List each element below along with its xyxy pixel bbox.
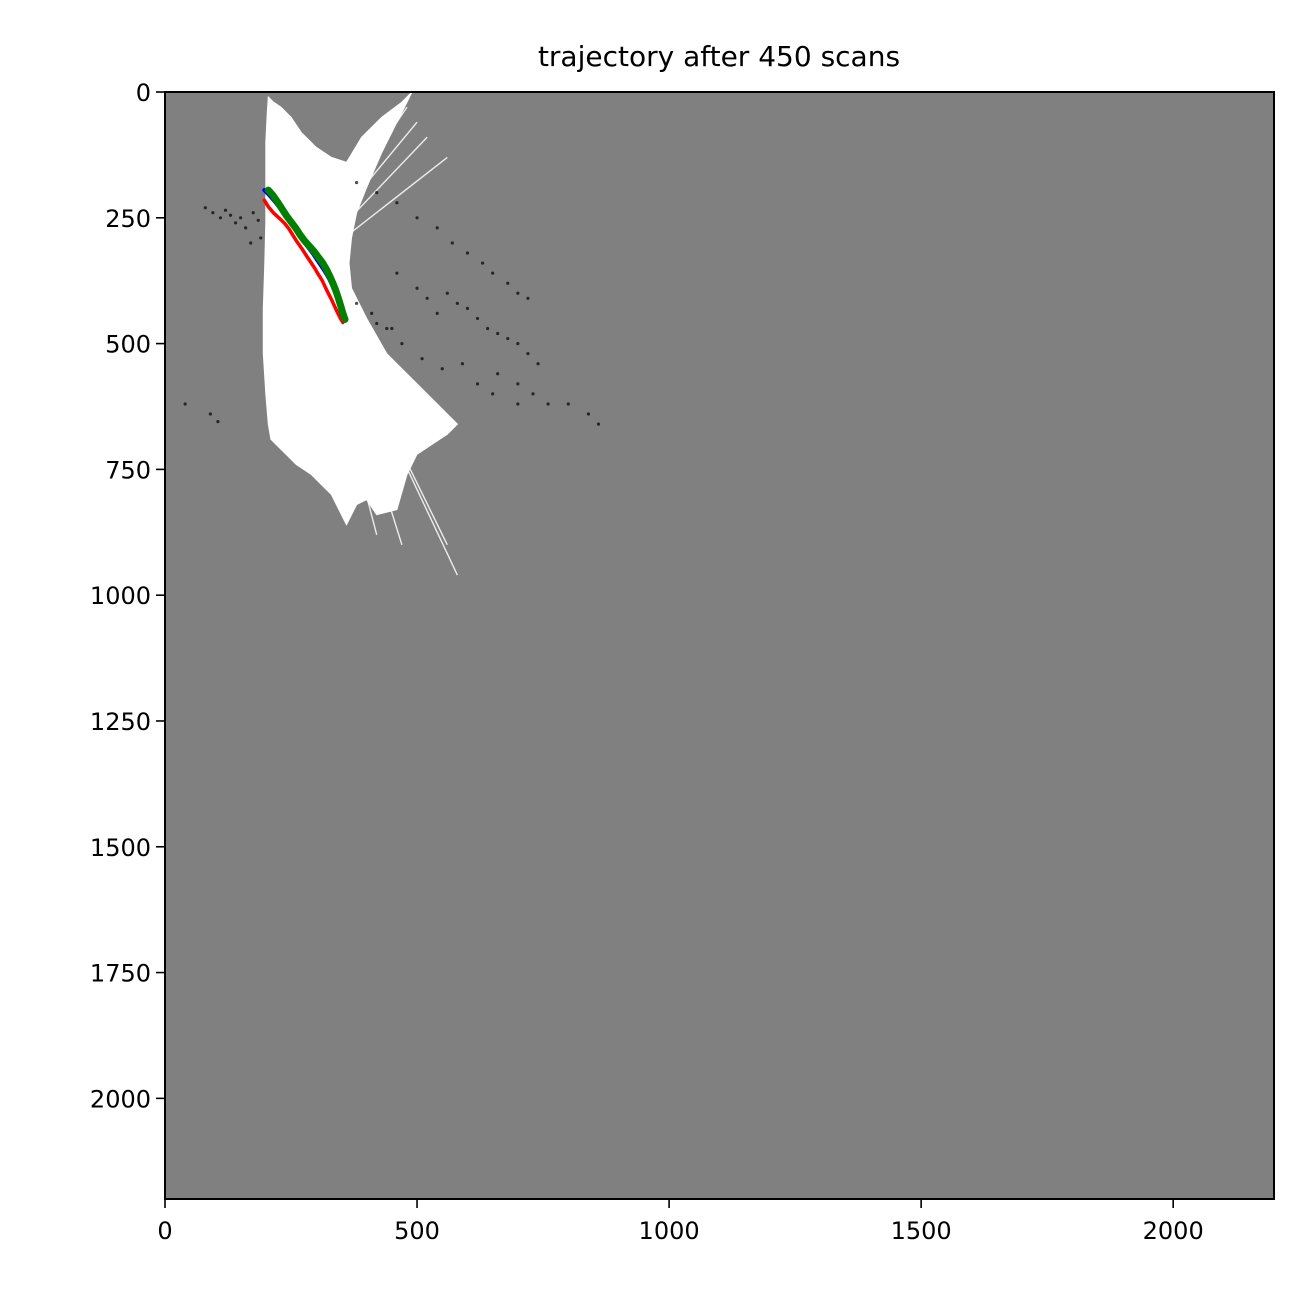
free-space-region: [262, 92, 459, 526]
x-tick-label: 2000: [1143, 1217, 1204, 1245]
x-axis: 0 500 1000 1500 2000: [157, 1199, 1204, 1245]
obstacle-point: [506, 336, 510, 341]
y-tick-label: 1750: [90, 960, 151, 988]
y-tick-label: 0: [136, 79, 151, 107]
obstacle-point: [415, 286, 419, 290]
trajectory-layer: [262, 186, 349, 325]
obstacle-point: [239, 216, 243, 220]
obstacle-point: [440, 367, 444, 371]
obstacle-point: [480, 261, 485, 265]
obstacle-point: [491, 271, 495, 275]
obstacle-point: [370, 311, 374, 315]
obstacle-point: [208, 412, 212, 416]
obstacle-point: [536, 362, 540, 366]
obstacle-point: [516, 341, 520, 346]
x-tick-label: 1000: [639, 1217, 700, 1245]
obstacle-point: [496, 372, 500, 376]
y-tick-label: 1500: [90, 834, 151, 862]
obstacle-point: [566, 402, 570, 406]
obstacle-point: [460, 362, 465, 366]
obstacle-point: [516, 291, 520, 295]
obstacle-point: [586, 412, 591, 416]
obstacle-point: [233, 221, 238, 225]
free-space-ray: [325, 303, 403, 546]
y-tick-label: 250: [105, 205, 151, 233]
obstacle-point: [516, 402, 520, 406]
free-space-ray: [320, 121, 418, 239]
y-axis: 0 250 500 750 1000 1250 1500 1750 2000: [90, 79, 165, 1113]
obstacle-point: [445, 291, 449, 295]
obstacle-point: [375, 191, 379, 195]
obstacle-point: [228, 213, 233, 217]
obstacle-point: [465, 251, 470, 255]
obstacle-point: [244, 226, 248, 230]
obstacle-point: [455, 301, 459, 305]
obstacle-point: [249, 241, 253, 245]
obstacle-point: [486, 326, 490, 331]
y-tick-label: 2000: [90, 1085, 151, 1113]
y-tick-label: 1000: [90, 582, 151, 610]
obstacle-point: [526, 296, 530, 300]
obstacle-point: [526, 352, 530, 356]
free-space-ray: [315, 303, 378, 535]
x-tick-label: 0: [157, 1217, 172, 1245]
obstacle-point: [496, 331, 500, 336]
y-tick-label: 750: [105, 456, 151, 484]
obstacle-point: [211, 211, 215, 215]
trajectory-series-3: [264, 186, 349, 323]
obstacle-point: [435, 226, 439, 230]
obstacle-point: [251, 211, 255, 215]
obstacle-point: [415, 216, 419, 220]
obstacle-point: [465, 306, 470, 310]
obstacle-point: [183, 402, 187, 406]
obstacle-point: [475, 382, 480, 386]
obstacle-point: [375, 321, 379, 326]
obstacle-point: [203, 206, 207, 210]
obstacle-point: [425, 296, 429, 300]
obstacle-point: [256, 218, 260, 222]
obstacle-point: [475, 316, 480, 321]
trajectory-series-1: [262, 198, 345, 325]
obstacle-point: [259, 236, 263, 240]
obstacle-point: [395, 201, 399, 205]
obstacle-point: [354, 180, 359, 185]
obstacle-point: [218, 216, 223, 220]
x-tick-label: 500: [394, 1217, 440, 1245]
y-tick-label: 1250: [90, 708, 151, 736]
y-tick-label: 500: [105, 331, 151, 359]
obstacle-point: [420, 357, 424, 361]
obstacle-point: [223, 208, 228, 212]
obstacle-point: [400, 341, 404, 346]
obstacle-point: [596, 422, 601, 426]
free-space-ray: [330, 313, 388, 405]
chart-title: trajectory after 450 scans: [538, 40, 900, 73]
free-space-ray: [310, 121, 388, 244]
obstacle-point: [385, 326, 389, 331]
obstacle-point: [506, 281, 510, 285]
obstacle-point: [516, 382, 520, 386]
obstacle-point: [546, 402, 550, 406]
obstacle-point: [435, 311, 439, 315]
obstacle-point: [450, 241, 454, 245]
x-tick-label: 1500: [891, 1217, 952, 1245]
free-space-ray: [315, 106, 408, 244]
obstacle-point: [390, 326, 394, 331]
plot-frame: [164, 91, 1275, 1200]
free-space-ray: [325, 136, 428, 244]
obstacle-point: [491, 392, 495, 396]
free-space-ray: [330, 156, 448, 249]
occupancy-map: [183, 92, 601, 576]
obstacle-point: [531, 392, 535, 396]
obstacle-point: [395, 271, 399, 275]
obstacle-point: [216, 419, 220, 424]
free-space-ray: [335, 318, 448, 546]
free-space-ray: [335, 318, 459, 576]
obstacle-point: [354, 301, 359, 305]
